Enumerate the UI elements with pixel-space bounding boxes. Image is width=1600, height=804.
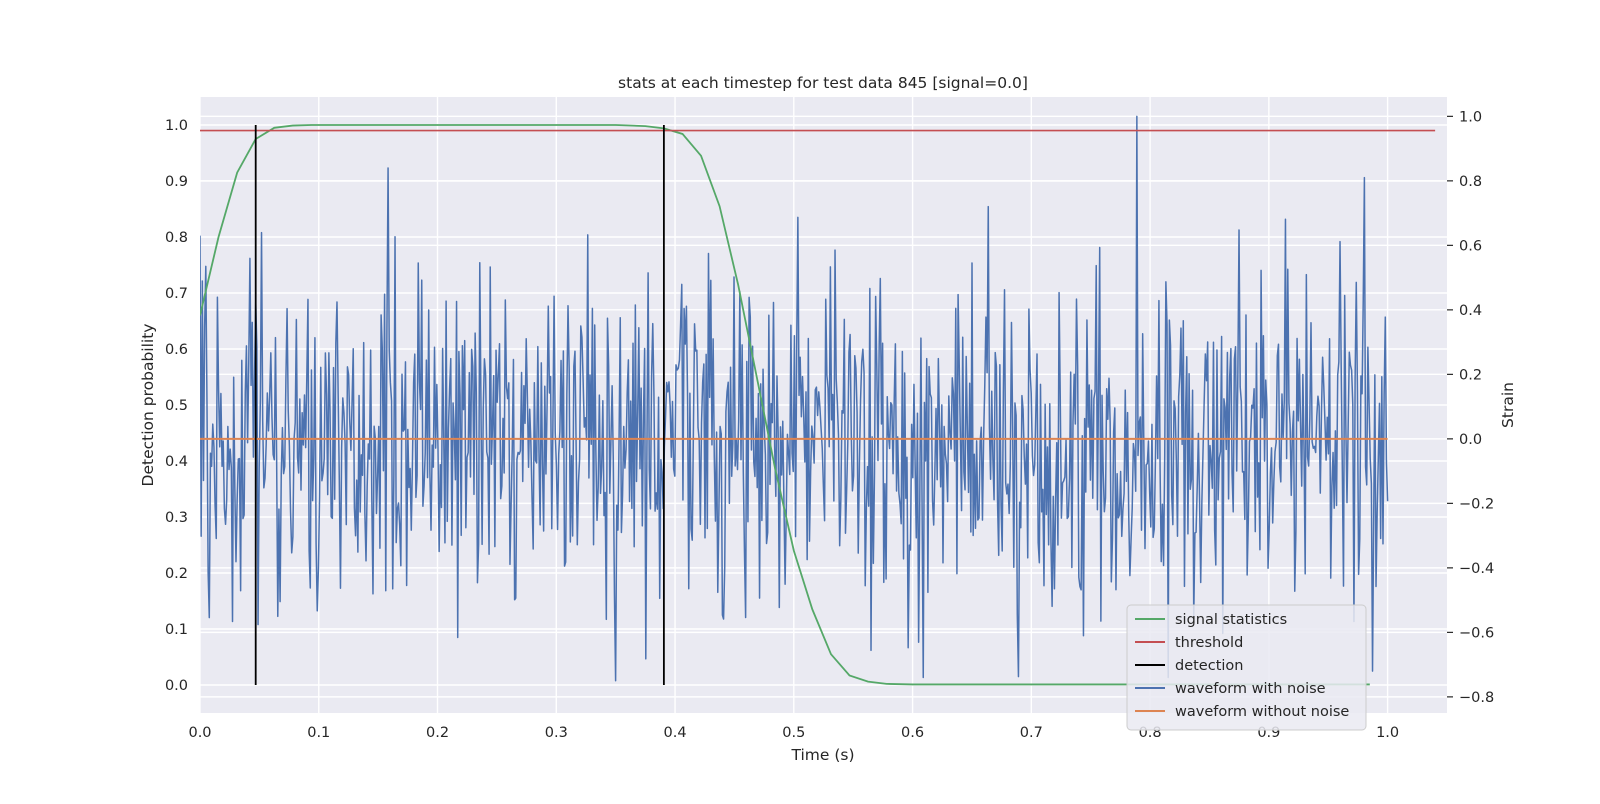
left-y-tick-label: 0.7 [165,286,188,302]
x-tick-label: 0.0 [188,725,211,741]
legend-box [1126,604,1367,731]
right-y-tick-label: 0.0 [1459,432,1482,448]
legend: signal statistics threshold detection wavef… [1126,604,1367,731]
waveform-with-noise-line [200,115,1389,682]
series-detection [254,125,665,685]
left-y-tick-label: 1.0 [165,118,188,134]
x-tick-label: 0.4 [664,725,687,741]
chart-title: stats at each timestep for test data 845… [618,74,1028,92]
left-y-tick-label: 0.1 [165,622,188,638]
x-tick-label: 1.0 [1376,725,1399,741]
left-y-tick-label: 0.0 [165,678,188,694]
left-y-tick-label: 0.8 [165,230,188,246]
right-y-tick-label: 0.4 [1459,303,1482,319]
left-y-tick-label: 0.5 [165,398,188,414]
legend-label: signal statistics [1175,612,1287,628]
x-tick-label: 0.2 [426,725,449,741]
x-tick-label: 0.6 [901,725,924,741]
left-y-tick-label: 0.3 [165,510,188,526]
left-y-axis-label: Detection probability [139,324,157,487]
right-y-tick-label: 1.0 [1459,109,1482,125]
x-axis-label: Time (s) [790,746,854,764]
right-y-tick-label: 0.2 [1459,367,1482,383]
left-y-tick-label: 0.6 [165,342,188,358]
series-signal-statistics [200,124,1370,686]
legend-label: threshold [1175,635,1243,651]
signal-statistics-line [200,124,1370,686]
left-y-axis-ticks: 0.0 0.1 0.2 0.3 0.4 0.5 0.6 0.7 0.8 0.9 1.0 [165,118,188,694]
right-y-tick-label: 0.6 [1459,238,1482,254]
left-y-tick-label: 0.9 [165,174,188,190]
legend-label: detection [1175,658,1243,674]
x-tick-label: 0.5 [782,725,805,741]
legend-label: waveform without noise [1175,704,1349,720]
legend-label: waveform with noise [1175,681,1326,697]
right-y-tick-label: −0.4 [1459,561,1494,577]
right-y-axis-label: Strain [1499,382,1517,428]
right-y-tick-label: −0.8 [1459,690,1494,706]
left-y-tick-label: 0.4 [165,454,188,470]
series-waveform-with-noise [200,115,1389,682]
x-axis-ticks: 0.0 0.1 0.2 0.3 0.4 0.5 0.6 0.7 0.8 0.9 1.0 [188,725,1399,741]
left-y-tick-label: 0.2 [165,566,188,582]
right-y-tick-label: 0.8 [1459,174,1482,190]
x-tick-label: 0.3 [545,725,568,741]
x-tick-label: 0.1 [307,725,330,741]
right-y-axis-ticks: −0.8 −0.6 −0.4 −0.2 0.0 0.2 0.4 0.6 0.8 1.0 [1447,109,1494,706]
right-y-tick-label: −0.2 [1459,496,1494,512]
x-tick-label: 0.7 [1020,725,1043,741]
right-y-tick-label: −0.6 [1459,625,1494,641]
